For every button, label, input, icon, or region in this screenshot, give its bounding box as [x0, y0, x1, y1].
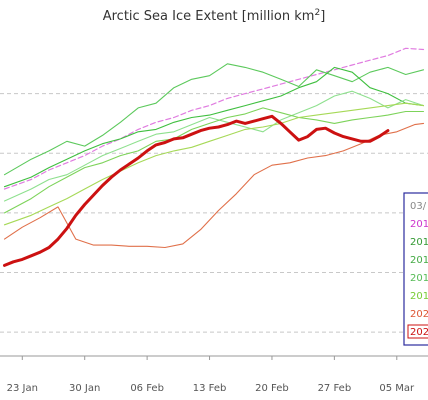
x-axis-ticks: 23 Jan 30 Jan 06 Feb 13 Feb 20 Feb 27 Feb 05 M… [7, 356, 415, 394]
x-tick-label: 06 Feb [130, 383, 164, 394]
x-tick-label: 30 Jan [69, 383, 100, 394]
legend-entry: 201 [410, 255, 428, 266]
legend-entry: 201 [410, 273, 428, 284]
x-tick-label: 13 Feb [193, 383, 227, 394]
series-line-4 [3, 90, 425, 202]
series-group [3, 47, 425, 267]
x-tick-label: 23 Jan [7, 383, 38, 394]
series-line-7 [3, 122, 425, 249]
legend-entry: 03/ [410, 201, 427, 212]
legend-entry: 201 [410, 237, 428, 248]
series-line-2 [3, 63, 425, 176]
series-line-3 [3, 66, 425, 188]
series-line-8 [3, 114, 390, 267]
legend-entry: 202 [410, 327, 428, 338]
legend-entry: 201 [410, 291, 428, 302]
x-tick-label: 27 Feb [318, 383, 352, 394]
series-line-5 [3, 107, 425, 214]
grid-lines [0, 93, 428, 333]
series-line-1 [3, 47, 425, 190]
legend-entry: 201 [410, 219, 428, 230]
legend-highlight [407, 324, 428, 339]
legend-entry: 202 [410, 309, 428, 320]
chart-title: Arctic Sea Ice Extent [million km2] [103, 8, 326, 24]
x-tick-label: 20 Feb [255, 383, 289, 394]
series-line-6 [3, 102, 425, 226]
legend: 03/201 201 201 201 201 202 202 [403, 192, 428, 346]
legend-box [403, 192, 428, 346]
x-tick-label: 05 Mar [379, 383, 415, 394]
